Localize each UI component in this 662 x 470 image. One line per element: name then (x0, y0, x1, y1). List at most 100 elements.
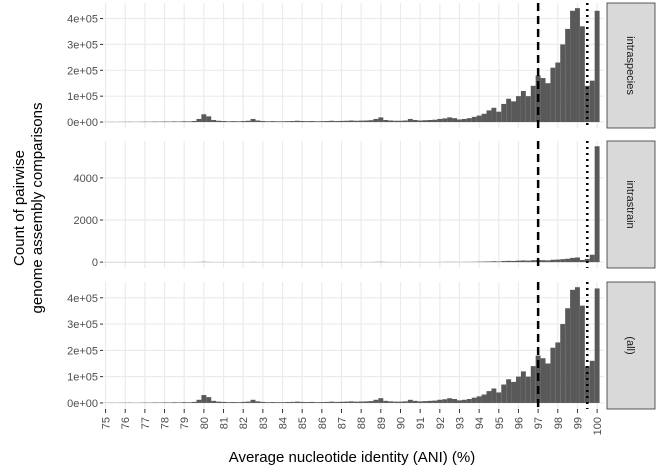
bar (284, 121, 290, 123)
bar (280, 402, 285, 403)
bar (545, 260, 551, 263)
strip-background (606, 2, 656, 129)
y-tick-label: 0e+00 (67, 117, 98, 129)
bar (225, 121, 231, 123)
bar (574, 8, 580, 123)
bar (171, 402, 177, 403)
bar (461, 399, 467, 403)
bar (570, 10, 575, 123)
bar (294, 120, 300, 123)
bar (486, 391, 492, 403)
x-tick-label: 97 (533, 417, 545, 429)
bar (314, 121, 320, 123)
bar (216, 401, 222, 403)
bar (275, 121, 281, 123)
strip-label: (all) (624, 336, 636, 354)
bar (525, 376, 531, 403)
bar (457, 119, 462, 123)
bar (560, 44, 566, 123)
bar (486, 110, 492, 123)
bar (447, 117, 453, 123)
bar (432, 400, 438, 403)
bar (211, 119, 217, 123)
bar (343, 120, 349, 123)
y-tick-label: 3e+05 (67, 319, 98, 331)
bar (422, 120, 428, 123)
x-tick-label: 89 (376, 417, 388, 429)
bar (471, 397, 477, 403)
bar (339, 120, 344, 123)
x-tick-label: 100 (592, 417, 604, 435)
bar (319, 121, 325, 123)
bar (221, 401, 226, 403)
bar (260, 401, 266, 403)
x-tick-label: 93 (454, 417, 466, 429)
bar (221, 121, 226, 123)
x-tick-label: 76 (120, 417, 132, 429)
bar (555, 62, 561, 123)
bar (481, 113, 487, 123)
bar (235, 121, 241, 123)
bar (565, 258, 571, 263)
bar (388, 120, 394, 123)
bar (579, 305, 585, 403)
y-tick-label: 2e+05 (67, 65, 98, 77)
bar (516, 96, 521, 123)
x-tick-label: 88 (356, 417, 368, 429)
bar (230, 121, 236, 123)
bar (388, 401, 394, 403)
x-tick-label: 75 (101, 417, 113, 429)
y-tick-label: 4e+05 (67, 14, 98, 26)
bar (589, 254, 595, 263)
bar (196, 399, 202, 403)
bar (240, 401, 246, 403)
bar (176, 402, 182, 403)
y-tick-label: 0 (92, 257, 98, 269)
bar (486, 261, 492, 263)
bar (466, 118, 472, 123)
bar (491, 388, 497, 403)
y-tick-label: 4e+05 (67, 293, 98, 305)
bar (481, 261, 487, 263)
bar (289, 121, 295, 123)
bar (329, 401, 335, 403)
bar (162, 121, 168, 123)
bar (594, 146, 600, 263)
bar (402, 120, 408, 123)
bar (348, 401, 354, 403)
bar (417, 120, 423, 123)
bar (309, 401, 315, 403)
bar (579, 259, 585, 263)
bar (427, 119, 433, 123)
bar (570, 289, 575, 403)
bar (574, 287, 580, 403)
bar (516, 260, 521, 263)
bar (525, 96, 531, 123)
bar (196, 118, 202, 123)
bar (452, 399, 458, 403)
bar (275, 402, 281, 403)
x-axis-title: Average nucleotide identity (ANI) (%) (229, 449, 476, 466)
bar (560, 324, 566, 403)
bar (250, 118, 256, 123)
bar (299, 401, 305, 403)
bar (373, 399, 379, 403)
bar (530, 85, 536, 123)
bar (481, 394, 487, 403)
bar (584, 258, 590, 263)
bar (560, 259, 566, 263)
bar (368, 120, 374, 123)
x-tick-label: 92 (435, 417, 447, 429)
bar (437, 118, 443, 123)
bar (491, 107, 497, 123)
bar (417, 401, 423, 403)
bar (540, 78, 546, 123)
bar (383, 119, 389, 123)
bar (398, 120, 403, 123)
bar (496, 392, 502, 403)
y-tick-label: 0e+00 (67, 398, 98, 410)
bar (181, 402, 187, 403)
bar (516, 376, 521, 403)
bar (471, 116, 477, 123)
